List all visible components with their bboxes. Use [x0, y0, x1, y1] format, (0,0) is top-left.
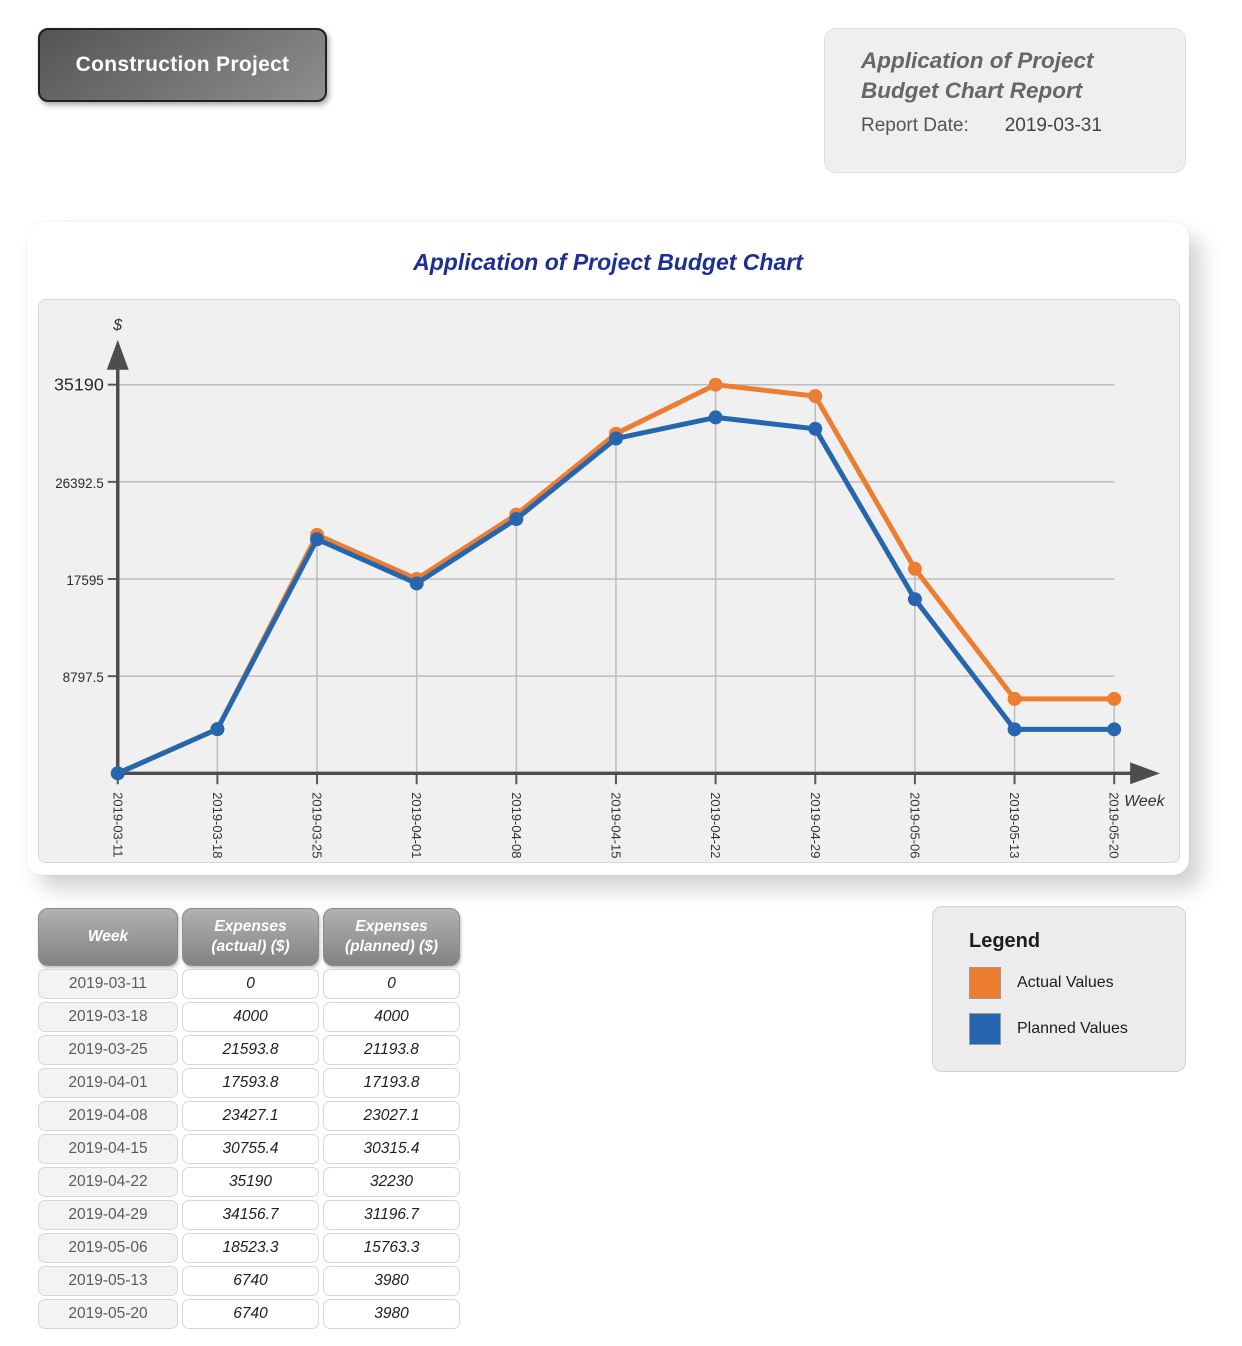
y-axis-label: $ — [112, 317, 123, 334]
planned-data-point — [907, 592, 922, 607]
table-value-cell: 35190 — [182, 1167, 319, 1197]
planned-data-point — [310, 532, 325, 547]
x-tick-label: 2019-04-01 — [409, 792, 424, 858]
report-info-box: Application of Project Budget Chart Repo… — [824, 28, 1186, 173]
table-value-cell: 32230 — [323, 1167, 460, 1197]
table-value-cell: 18523.3 — [182, 1233, 319, 1263]
planned-data-point — [808, 421, 823, 436]
x-tick-label: 2019-04-08 — [509, 792, 524, 858]
table-week-cell: 2019-04-15 — [38, 1134, 178, 1164]
planned-data-point — [110, 766, 125, 781]
table-week-cell: 2019-03-18 — [38, 1002, 178, 1032]
actual-data-point — [808, 389, 823, 404]
x-tick-label: 2019-04-15 — [608, 792, 623, 858]
table-week-cell: 2019-03-11 — [38, 969, 178, 999]
report-date-value: 2019-03-31 — [1004, 114, 1102, 136]
planned-data-point — [1107, 722, 1122, 737]
table-value-cell: 15763.3 — [323, 1233, 460, 1263]
budget-line-chart: 8797.5 17595 26392.5 35190 2019-03-11 2019-03… — [54, 317, 1166, 859]
report-date-row: Report Date: 2019-03-31 — [861, 115, 1167, 137]
legend-label: Planned Values — [1017, 1020, 1128, 1037]
table-value-cell: 34156.7 — [182, 1200, 319, 1230]
planned-data-point — [409, 576, 424, 591]
chart-card: Application of Project Budget Chart 8797… — [27, 222, 1189, 875]
report-title: Application of Project Budget Chart Repo… — [861, 48, 1094, 103]
table-value-cell: 6740 — [182, 1299, 319, 1329]
planned-data-point — [509, 512, 524, 526]
legend-swatch — [969, 967, 1001, 999]
actual-data-point — [1007, 691, 1022, 706]
legend-box: Legend Actual Values Planned Values — [932, 906, 1186, 1072]
legend-title: Legend — [969, 930, 1041, 952]
legend-swatch — [969, 1013, 1001, 1045]
table-value-cell: 23427.1 — [182, 1101, 319, 1131]
table-value-cell: 4000 — [182, 1002, 319, 1032]
chart-title: Application of Project Budget Chart — [413, 249, 803, 275]
table-value-cell: 30755.4 — [182, 1134, 319, 1164]
x-tick-label: 2019-03-11 — [110, 792, 125, 857]
table-value-cell: 6740 — [182, 1266, 319, 1296]
table-value-cell: 3980 — [323, 1299, 460, 1329]
x-tick-label: 2019-05-06 — [907, 792, 922, 858]
x-axis-arrow — [1130, 762, 1161, 785]
table-header-cell: Week — [38, 908, 178, 966]
x-tick-label: 2019-04-29 — [808, 792, 823, 858]
table-value-cell: 30315.4 — [323, 1134, 460, 1164]
table-value-cell: 21193.8 — [323, 1035, 460, 1065]
legend-items: Actual Values Planned Values — [969, 967, 1185, 1045]
y-tick-label: 17595 — [66, 573, 103, 588]
table-week-cell: 2019-04-29 — [38, 1200, 178, 1230]
table-value-cell: 23027.1 — [323, 1101, 460, 1131]
x-tick-label: 2019-03-25 — [310, 792, 325, 858]
x-tick-label: 2019-04-22 — [708, 792, 723, 858]
actual-data-point — [907, 561, 922, 576]
report-date-label: Report Date: — [861, 114, 969, 136]
x-axis-label: Week — [1124, 793, 1165, 810]
table-week-cell: 2019-05-13 — [38, 1266, 178, 1296]
table-week-cell: 2019-04-08 — [38, 1101, 178, 1131]
x-tick-label: 2019-05-20 — [1107, 792, 1122, 858]
table-header-cell: Expenses (planned) ($) — [323, 908, 460, 966]
actual-data-point — [1107, 691, 1122, 706]
project-title-button[interactable]: Construction Project — [38, 28, 327, 102]
planned-data-point — [609, 431, 623, 446]
table-value-cell: 3980 — [323, 1266, 460, 1296]
table-value-cell: 31196.7 — [323, 1200, 460, 1230]
table-week-cell: 2019-05-20 — [38, 1299, 178, 1329]
table-value-cell: 0 — [182, 969, 319, 999]
table-value-cell: 17193.8 — [323, 1068, 460, 1098]
y-tick-label: 8797.5 — [63, 670, 104, 685]
legend-item: Planned Values — [969, 1013, 1185, 1045]
plot-panel: 8797.5 17595 26392.5 35190 2019-03-11 2019-03… — [38, 299, 1180, 863]
x-tick-label: 2019-03-18 — [210, 792, 225, 858]
y-tick-label: 26392.5 — [55, 476, 104, 491]
legend-label: Actual Values — [1017, 974, 1114, 991]
expenses-table: Week Expenses (actual) ($) Expenses (plann… — [38, 908, 460, 1329]
table-week-cell: 2019-03-25 — [38, 1035, 178, 1065]
table-week-cell: 2019-04-01 — [38, 1068, 178, 1098]
table-header-cell: Expenses (actual) ($) — [182, 908, 319, 966]
table-week-cell: 2019-05-06 — [38, 1233, 178, 1263]
table-value-cell: 17593.8 — [182, 1068, 319, 1098]
legend-item: Actual Values — [969, 967, 1185, 999]
table-value-cell: 21593.8 — [182, 1035, 319, 1065]
actual-data-point — [708, 377, 723, 392]
y-tick-label: 35190 — [54, 375, 104, 395]
y-axis-arrow — [106, 339, 129, 370]
planned-data-point — [210, 722, 225, 737]
planned-data-point — [708, 410, 723, 425]
table-value-cell: 0 — [323, 969, 460, 999]
table-value-cell: 4000 — [323, 1002, 460, 1032]
planned-data-point — [1007, 722, 1022, 737]
x-tick-label: 2019-05-13 — [1007, 792, 1022, 858]
table-week-cell: 2019-04-22 — [38, 1167, 178, 1197]
